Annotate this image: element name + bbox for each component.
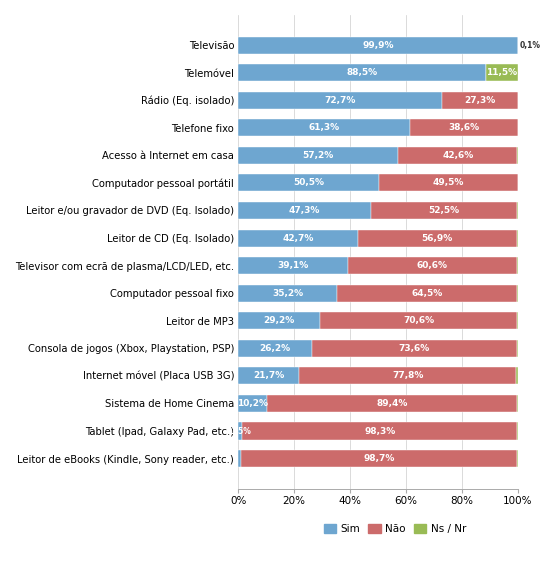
Text: 39,1%: 39,1% bbox=[277, 261, 309, 270]
Text: 0,1%: 0,1% bbox=[519, 41, 540, 50]
Text: 99,9%: 99,9% bbox=[362, 41, 394, 50]
Bar bbox=[379, 174, 518, 192]
Bar bbox=[239, 64, 486, 81]
Text: 35,2%: 35,2% bbox=[272, 289, 303, 297]
Bar bbox=[239, 312, 320, 329]
Text: 21,7%: 21,7% bbox=[253, 371, 284, 380]
Bar bbox=[239, 340, 311, 357]
Bar bbox=[299, 367, 517, 384]
Bar bbox=[239, 202, 370, 219]
Text: 73,6%: 73,6% bbox=[399, 344, 430, 353]
Bar bbox=[517, 367, 518, 384]
Text: 56,9%: 56,9% bbox=[421, 233, 453, 243]
Bar bbox=[486, 64, 518, 81]
Bar bbox=[239, 119, 410, 136]
Text: 42,7%: 42,7% bbox=[282, 233, 314, 243]
Bar bbox=[239, 257, 348, 274]
Text: 77,8%: 77,8% bbox=[392, 371, 423, 380]
Bar bbox=[239, 423, 242, 439]
Bar bbox=[267, 395, 517, 412]
Text: 49,5%: 49,5% bbox=[433, 178, 464, 188]
Text: 52,5%: 52,5% bbox=[428, 206, 459, 215]
Text: 50,5%: 50,5% bbox=[294, 178, 324, 188]
Text: 27,3%: 27,3% bbox=[464, 96, 495, 105]
Text: 47,3%: 47,3% bbox=[289, 206, 320, 215]
Text: 57,2%: 57,2% bbox=[302, 151, 334, 160]
Bar bbox=[441, 92, 518, 109]
Bar bbox=[239, 367, 299, 384]
Bar bbox=[242, 423, 517, 439]
Bar bbox=[358, 229, 517, 247]
Bar bbox=[239, 174, 379, 192]
Bar bbox=[370, 202, 517, 219]
Text: 1,5%: 1,5% bbox=[230, 427, 251, 435]
Bar bbox=[239, 229, 358, 247]
Bar bbox=[239, 395, 267, 412]
Text: 72,7%: 72,7% bbox=[324, 96, 356, 105]
Text: 26,2%: 26,2% bbox=[259, 344, 290, 353]
Text: 60,6%: 60,6% bbox=[417, 261, 448, 270]
Bar bbox=[517, 450, 518, 467]
Text: 11,5%: 11,5% bbox=[486, 68, 517, 77]
Text: 89,4%: 89,4% bbox=[376, 399, 408, 408]
Bar bbox=[517, 312, 518, 329]
Bar bbox=[517, 395, 518, 412]
Bar bbox=[410, 119, 518, 136]
Bar bbox=[398, 147, 517, 164]
Bar bbox=[348, 257, 517, 274]
Bar bbox=[239, 147, 398, 164]
Legend: Sim, Não, Ns / Nr: Sim, Não, Ns / Nr bbox=[320, 519, 470, 538]
Bar bbox=[517, 340, 518, 357]
Bar bbox=[517, 257, 518, 274]
Bar bbox=[337, 285, 517, 302]
Bar bbox=[239, 285, 337, 302]
Text: 98,7%: 98,7% bbox=[364, 454, 395, 463]
Text: 38,6%: 38,6% bbox=[448, 124, 479, 132]
Text: 42,6%: 42,6% bbox=[442, 151, 473, 160]
Text: 70,6%: 70,6% bbox=[403, 316, 434, 325]
Bar bbox=[239, 92, 441, 109]
Text: 64,5%: 64,5% bbox=[411, 289, 443, 297]
Text: 29,2%: 29,2% bbox=[264, 316, 295, 325]
Bar bbox=[241, 450, 517, 467]
Bar bbox=[517, 423, 518, 439]
Text: 61,3%: 61,3% bbox=[309, 124, 340, 132]
Bar bbox=[517, 202, 518, 219]
Text: 10,2%: 10,2% bbox=[237, 399, 268, 408]
Bar bbox=[517, 229, 518, 247]
Bar bbox=[311, 340, 517, 357]
Bar bbox=[239, 450, 241, 467]
Bar bbox=[320, 312, 517, 329]
Text: 88,5%: 88,5% bbox=[346, 68, 378, 77]
Bar bbox=[517, 285, 518, 302]
Bar bbox=[239, 37, 518, 54]
Bar bbox=[517, 147, 518, 164]
Text: 98,3%: 98,3% bbox=[364, 427, 395, 435]
